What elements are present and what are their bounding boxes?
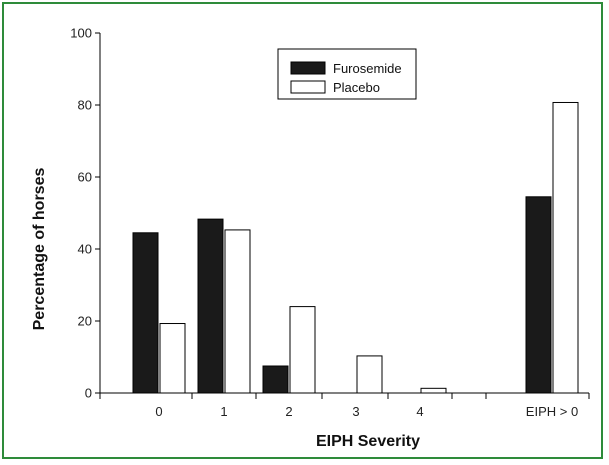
legend-label-placebo: Placebo (333, 80, 380, 95)
legend-swatch-placebo (290, 80, 326, 94)
x-tick-label: 3 (352, 404, 359, 419)
bar-placebo-2 (289, 306, 316, 394)
bars (132, 101, 579, 394)
bar-placebo-1 (224, 229, 251, 394)
y-tick-label: 80 (78, 98, 92, 113)
x-tick-label: 1 (220, 404, 227, 419)
legend-swatch-furosemide (290, 61, 326, 75)
y-tick-label: 100 (70, 26, 92, 41)
y-axis-title: Percentage of horses (31, 168, 48, 331)
x-tick-label: 0 (155, 404, 162, 419)
x-tick-label: 4 (416, 404, 423, 419)
y-tick-label: 20 (78, 314, 92, 329)
bar-furosemide-0 (132, 232, 159, 394)
bar-furosemide-5 (525, 196, 552, 394)
bar-placebo-3 (356, 355, 383, 394)
bar-furosemide-1 (197, 218, 224, 394)
bar-placebo-0 (159, 323, 186, 394)
bar-furosemide-2 (262, 365, 289, 394)
y-tick-label: 40 (78, 242, 92, 257)
y-tick-label: 0 (85, 386, 92, 401)
x-tick-label: EIPH > 0 (526, 404, 578, 419)
bar-placebo-5 (552, 101, 579, 394)
legend-label-furosemide: Furosemide (333, 61, 402, 76)
y-tick-label: 60 (78, 170, 92, 185)
legend: Furosemide Placebo (277, 48, 417, 100)
x-axis: 0 1 2 3 4 EIPH > 0 (99, 392, 590, 419)
x-tick-label: 2 (285, 404, 292, 419)
x-axis-title: EIPH Severity (316, 433, 420, 450)
bar-placebo-4 (420, 387, 447, 394)
y-axis: 0 20 40 60 80 100 (70, 26, 101, 401)
